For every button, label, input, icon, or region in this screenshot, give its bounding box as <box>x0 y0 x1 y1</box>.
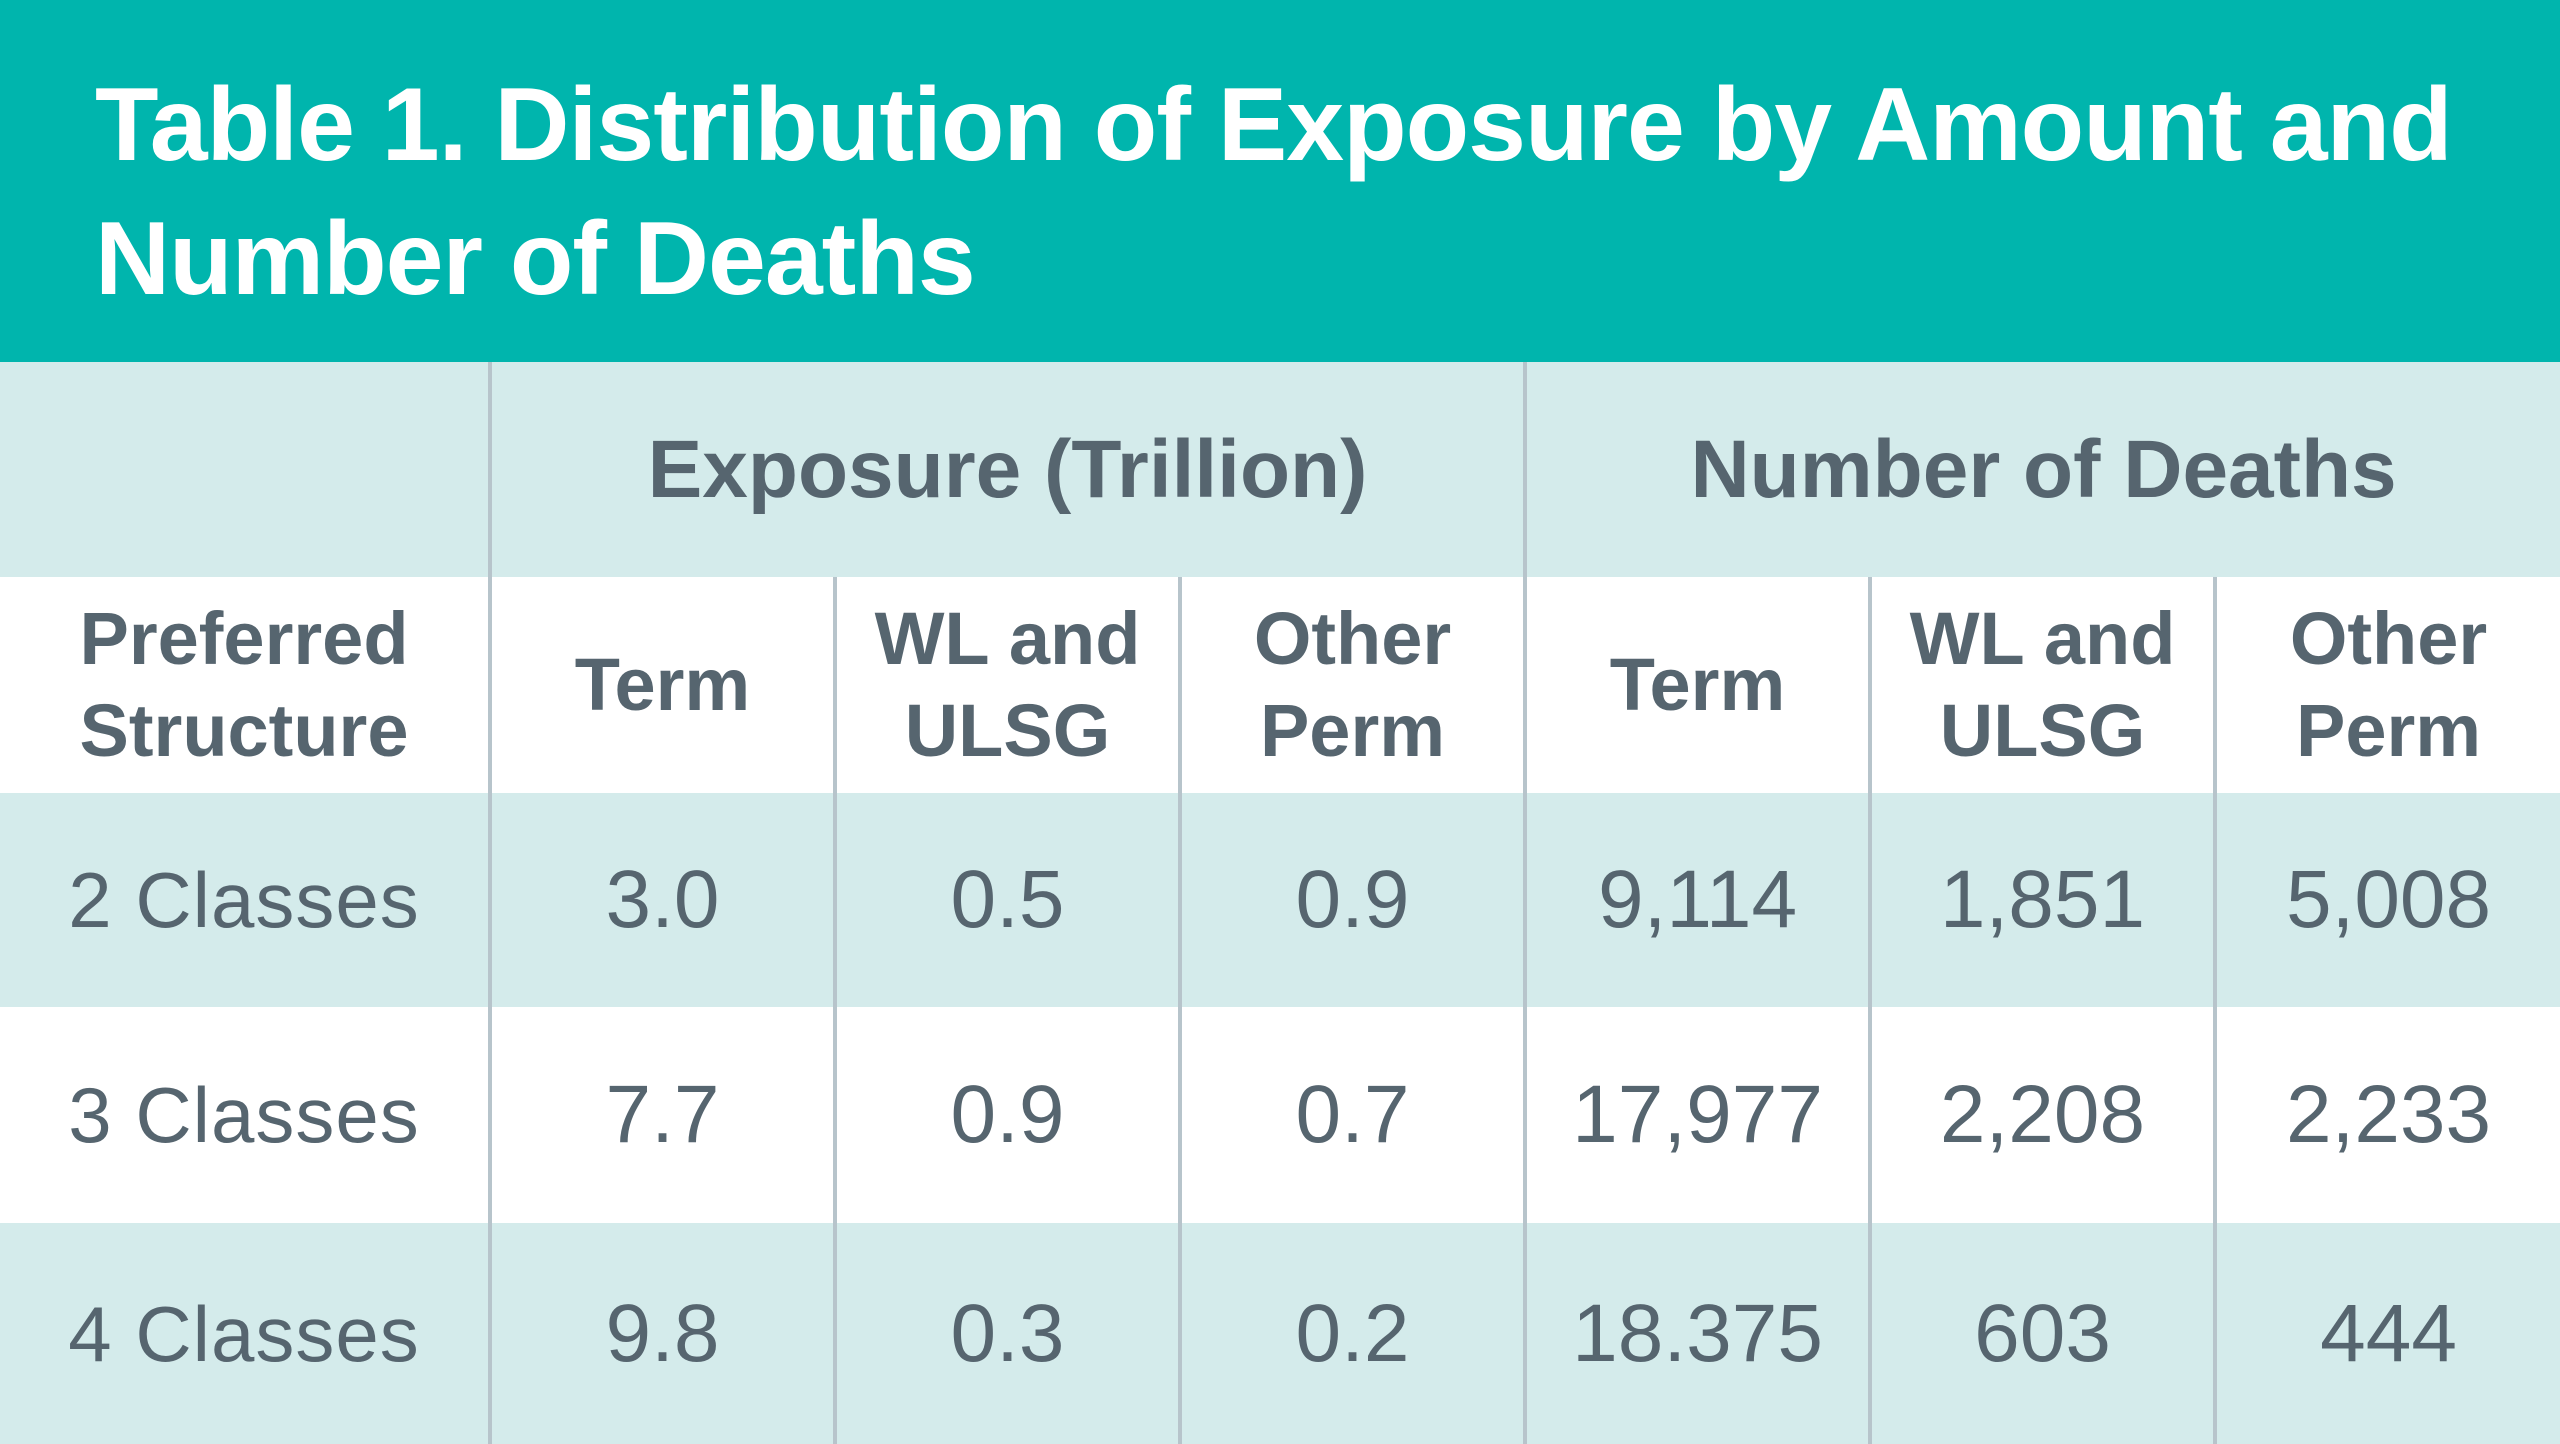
exposure-other-perm-cell: 0.7 <box>1177 1007 1526 1223</box>
deaths-other-perm-cell: 2,233 <box>2213 1007 2560 1223</box>
header-line: Term <box>1609 643 1786 726</box>
preferred-structure-header: Preferred Structure <box>0 577 490 793</box>
deaths-wl-ulsg-cell: 603 <box>1868 1223 2216 1444</box>
table-title: Table 1. Distribution of Exposure by Amo… <box>95 67 2453 317</box>
row-label: 4 Classes <box>68 1289 420 1378</box>
header-line: Term <box>574 643 751 726</box>
exposure-other-perm-header: Other Perm <box>1177 577 1526 793</box>
exposure-wl-ulsg-header: WL and ULSG <box>833 577 1180 793</box>
deaths-wl-ulsg-cell: 1,851 <box>1868 793 2216 1007</box>
exposure-wl-ulsg-cell: 0.5 <box>833 793 1180 1007</box>
deaths-term-cell: 9,114 <box>1523 793 1871 1007</box>
header-line: ULSG <box>904 689 1111 772</box>
exposure-term-header: Term <box>488 577 835 793</box>
header-line: Perm <box>1259 689 1446 772</box>
header-line: Structure <box>79 689 409 772</box>
exposure-term-cell: 9.8 <box>488 1223 835 1444</box>
exposure-wl-ulsg-cell: 0.3 <box>833 1223 1180 1444</box>
row-label: 2 Classes <box>68 856 420 944</box>
table-row: 2 Classes 3.0 0.5 0.9 9,114 1,851 5,008 <box>0 793 2560 1007</box>
exposure-group-header: Exposure (Trillion) <box>487 362 1526 577</box>
group-header-row: Exposure (Trillion) Number of Deaths <box>0 362 2560 577</box>
deaths-other-perm-header: Other Perm <box>2213 577 2560 793</box>
title-banner: Table 1. Distribution of Exposure by Amo… <box>0 0 2560 362</box>
deaths-term-cell: 17,977 <box>1523 1007 1871 1223</box>
deaths-other-perm-cell: 444 <box>2213 1223 2560 1444</box>
header-line: Other <box>1253 597 1452 680</box>
table-row: 3 Classes 7.7 0.9 0.7 17,977 2,208 2,233 <box>0 1007 2560 1223</box>
exposure-term-cell: 3.0 <box>488 793 835 1007</box>
deaths-term-cell: 18.375 <box>1523 1223 1871 1444</box>
data-table: Exposure (Trillion) Number of Deaths Pre… <box>0 362 2560 1444</box>
exposure-other-perm-cell: 0.9 <box>1177 793 1526 1007</box>
header-line: ULSG <box>1939 689 2146 772</box>
exposure-wl-ulsg-cell: 0.9 <box>833 1007 1180 1223</box>
header-line: Other <box>2289 597 2488 680</box>
column-header-row: Preferred Structure Term WL and ULSG Oth… <box>0 577 2560 793</box>
header-line: Perm <box>2295 689 2482 772</box>
deaths-other-perm-cell: 5,008 <box>2213 793 2560 1007</box>
header-line: WL and <box>1909 597 2176 680</box>
deaths-term-header: Term <box>1523 577 1871 793</box>
row-label: 3 Classes <box>68 1071 420 1159</box>
exposure-term-cell: 7.7 <box>488 1007 835 1223</box>
deaths-group-header: Number of Deaths <box>1523 362 2560 577</box>
deaths-wl-ulsg-cell: 2,208 <box>1868 1007 2216 1223</box>
empty-corner-cell <box>0 362 490 577</box>
header-line: WL and <box>874 597 1141 680</box>
deaths-wl-ulsg-header: WL and ULSG <box>1868 577 2216 793</box>
table-row: 4 Classes 9.8 0.3 0.2 18.375 603 444 <box>0 1223 2560 1444</box>
exposure-other-perm-cell: 0.2 <box>1177 1223 1526 1444</box>
header-line: Preferred <box>79 597 409 680</box>
